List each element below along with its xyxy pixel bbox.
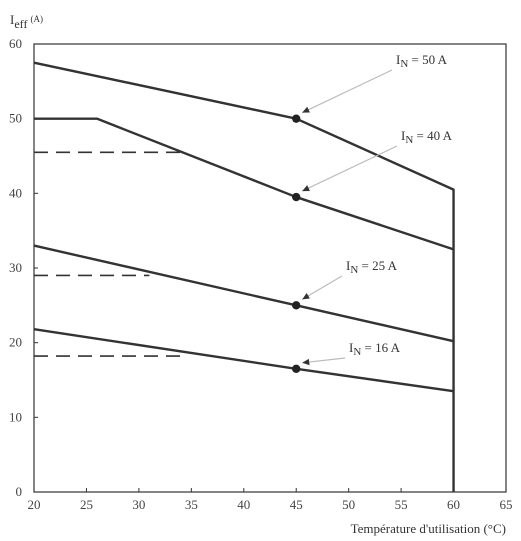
- series-label-sub: N: [353, 346, 361, 358]
- x-tick-label-25: 25: [80, 497, 93, 512]
- series-label-in-25: IN = 25 A: [346, 258, 398, 276]
- y-tick-label-60: 60: [9, 36, 22, 51]
- x-tick-label-40: 40: [237, 497, 250, 512]
- x-tick-label-45: 45: [290, 497, 303, 512]
- pointer-arrowhead-in-40: [302, 185, 310, 192]
- series-label-in-40: IN = 40 A: [401, 128, 453, 146]
- series-label-rest: = 40 A: [413, 128, 452, 143]
- x-tick-label-60: 60: [447, 497, 460, 512]
- series-label-rest: = 16 A: [361, 340, 400, 355]
- series-label-rest: = 50 A: [408, 52, 447, 67]
- series-label-prefix: I: [396, 52, 400, 67]
- y-tick-label-50: 50: [9, 111, 22, 126]
- series-label-prefix: I: [349, 340, 353, 355]
- marker-in-16: [292, 364, 301, 373]
- pointer-arrowhead-in-25: [302, 293, 310, 300]
- x-axis-title: Température d'utilisation (°C): [351, 521, 506, 536]
- y-tick-label-40: 40: [9, 185, 22, 200]
- series-line-in-16: [33, 328, 454, 393]
- y-tick-label-0: 0: [16, 484, 23, 499]
- series-label-in-50: IN = 50 A: [396, 52, 448, 70]
- pointer-line-in-16: [302, 357, 346, 364]
- series-label-sub: N: [405, 134, 413, 146]
- y-axis-title: Ieff (A): [10, 12, 43, 31]
- pointer-arrowhead-in-50: [302, 106, 310, 113]
- lines-layer: [33, 61, 455, 492]
- x-tick-label-65: 65: [500, 497, 513, 512]
- pointer-line-in-40: [301, 145, 398, 192]
- series-label-sub: N: [350, 264, 358, 276]
- pointer-line-in-25: [301, 275, 343, 300]
- x-tick-label-30: 30: [132, 497, 145, 512]
- y-tick-label-30: 30: [9, 260, 22, 275]
- marker-in-25: [292, 301, 301, 310]
- series-line-in-50: [33, 61, 455, 492]
- y-tick-label-10: 10: [9, 409, 22, 424]
- y-axis-title-sub: eff: [14, 17, 27, 31]
- plot-frame: [33, 43, 507, 493]
- ticks-layer: 20 25 30 35 40 45 50 55 60 65 0 10 20 30 40 50 60: [9, 36, 513, 512]
- x-tick-label-55: 55: [395, 497, 408, 512]
- series-label-sub: N: [400, 58, 408, 70]
- y-axis-title-main: I: [10, 12, 14, 27]
- y-tick-label-20: 20: [9, 335, 22, 350]
- x-tick-label-35: 35: [185, 497, 198, 512]
- series-label-in-16: IN = 16 A: [349, 340, 401, 358]
- marker-in-50: [292, 114, 301, 123]
- marker-in-40: [292, 192, 301, 202]
- x-tick-label-50: 50: [342, 497, 355, 512]
- series-line-in-40: [34, 117, 454, 251]
- series-label-rest: = 25 A: [358, 258, 397, 273]
- x-tick-label-20: 20: [28, 497, 41, 512]
- series-label-prefix: I: [346, 258, 350, 273]
- y-axis-title-unit: (A): [30, 14, 43, 24]
- series-label-prefix: I: [401, 128, 405, 143]
- pointer-arrowhead-in-16: [302, 358, 310, 366]
- pointer-line-in-50: [301, 69, 393, 114]
- labels-layer: IN = 50 AIN = 40 AIN = 25 AIN = 16 A: [301, 52, 453, 366]
